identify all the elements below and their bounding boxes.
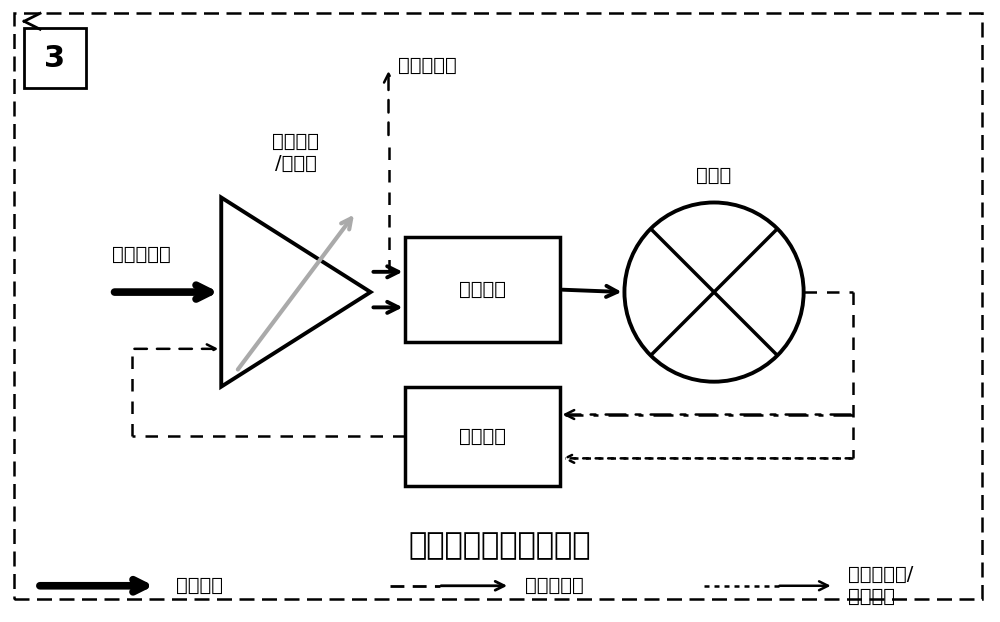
Text: 中频输出端: 中频输出端 — [398, 55, 457, 75]
Bar — [405, 387, 560, 486]
Text: 可变跨导
/放大级: 可变跨导 /放大级 — [272, 132, 319, 173]
Text: 射频输入端: 射频输入端 — [112, 245, 170, 264]
Bar — [405, 238, 560, 342]
Text: 下变频产物/
中频信号: 下变频产物/ 中频信号 — [848, 565, 914, 606]
Text: 自适应增益混频器框图: 自适应增益混频器框图 — [409, 531, 591, 560]
Text: 高通滤波: 高通滤波 — [459, 280, 506, 299]
Text: 3: 3 — [44, 44, 66, 73]
Text: 射频信号: 射频信号 — [176, 576, 223, 595]
Text: 上变频产物: 上变频产物 — [525, 576, 584, 595]
Text: 低通滤波: 低通滤波 — [459, 427, 506, 446]
Bar — [24, 28, 86, 88]
Text: 混频级: 混频级 — [696, 165, 732, 185]
